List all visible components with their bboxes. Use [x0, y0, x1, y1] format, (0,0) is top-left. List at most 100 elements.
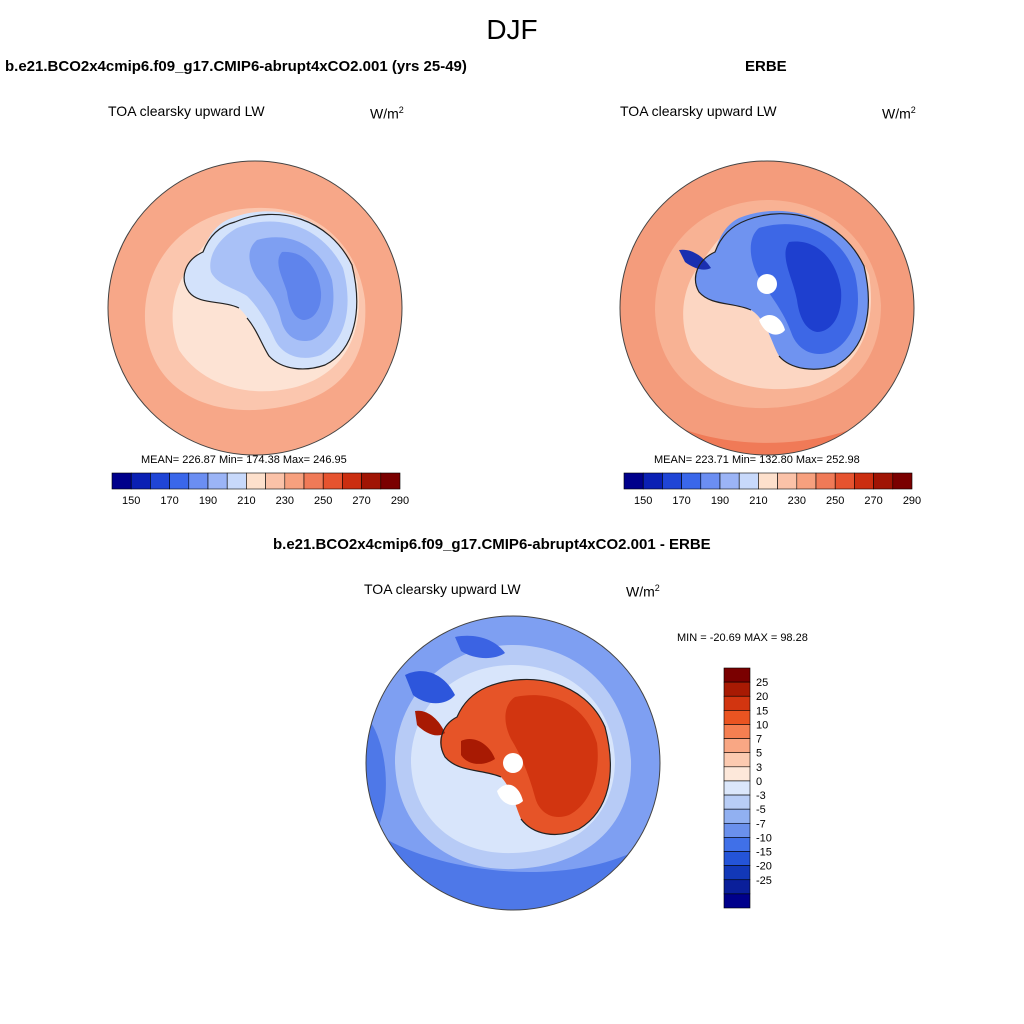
right-panel-title: ERBE: [745, 58, 787, 75]
right-colorbar-swatch: [777, 472, 798, 490]
diff-colorbar-tick-label: -25: [756, 875, 772, 887]
diff-colorbar-tick-label: 25: [756, 677, 768, 689]
right-colorbar-tick-label: 190: [711, 495, 729, 507]
right-variable-label: TOA clearsky upward LW: [620, 103, 777, 119]
diff-colorbar-swatch: [723, 851, 751, 866]
diff-variable-label: TOA clearsky upward LW: [364, 581, 521, 597]
right-colorbar-swatch: [662, 472, 682, 490]
diff-colorbar-swatch: [723, 752, 751, 768]
diff-colorbar-swatch: [723, 710, 751, 725]
diff-peninsula: [415, 710, 445, 736]
right-colorbar-swatch: [796, 472, 817, 490]
right-colorbar-swatch: [854, 472, 874, 490]
diff-colorbar-tick-label: -7: [756, 818, 766, 830]
right-colorbar-swatch: [642, 472, 663, 490]
right-colorbar-swatch: [815, 472, 836, 490]
diff-colorbar-swatch: [723, 667, 751, 683]
left-colorbar-swatch: [207, 472, 228, 490]
diff-colorbar-tick-label: 7: [756, 734, 762, 746]
left-colorbar-swatch: [130, 472, 151, 490]
right-stats: MEAN= 223.71 Min= 132.80 Max= 252.98: [654, 454, 860, 466]
right-colorbar-swatch: [681, 472, 702, 490]
left-colorbar-tick-label: 270: [352, 495, 370, 507]
right-colorbar-swatch: [623, 472, 644, 490]
left-colorbar-swatch: [226, 472, 247, 490]
left-colorbar-tick-label: 290: [391, 495, 409, 507]
left-units-label: W/m2: [370, 105, 404, 122]
diff-panel-title: b.e21.BCO2x4cmip6.f09_g17.CMIP6-abrupt4x…: [273, 536, 711, 553]
right-colorbar-tick-label: 250: [826, 495, 844, 507]
diff-colorbar-swatch: [723, 837, 751, 852]
left-colorbar-swatch: [380, 472, 401, 490]
left-stats: MEAN= 226.87 Min= 174.38 Max= 246.95: [141, 454, 347, 466]
right-colorbar-swatch: [834, 472, 855, 490]
right-coastline: [694, 213, 869, 370]
diff-colorbar-tick-label: 0: [756, 776, 762, 788]
diff-colorbar-swatch: [723, 808, 751, 824]
left-colorbar-swatch: [150, 472, 170, 490]
diff-colorbar-swatch: [723, 893, 751, 909]
right-colorbar-tick-label: 210: [749, 495, 767, 507]
left-colorbar-tick-label: 230: [276, 495, 294, 507]
diff-colorbar-swatch: [723, 724, 751, 739]
right-colorbar-swatch: [892, 472, 913, 490]
diff-coastline: [440, 678, 611, 836]
diff-colorbar-swatch: [723, 766, 751, 782]
diff-data-gap: [497, 784, 523, 806]
left-colorbar-tick-label: 250: [314, 495, 332, 507]
right-colorbar-tick-label: 270: [864, 495, 882, 507]
left-colorbar-swatch: [111, 472, 132, 490]
left-colorbar-swatch: [246, 472, 266, 490]
left-polar-map: [107, 160, 403, 456]
left-colorbar-swatch: [284, 472, 305, 490]
right-pole-hole: [757, 274, 777, 294]
right-colorbar-swatch: [700, 472, 721, 490]
right-data-gap: [759, 315, 785, 335]
diff-colorbar-tick-label: 5: [756, 748, 762, 760]
diff-colorbar-tick-label: -3: [756, 790, 766, 802]
right-colorbar-swatch: [873, 472, 894, 490]
diff-polar-map: [365, 615, 661, 911]
right-colorbar-tick-label: 150: [634, 495, 652, 507]
right-colorbar-swatch: [719, 472, 740, 490]
left-antarctica-core: [278, 251, 322, 320]
left-colorbar-tick-label: 210: [237, 495, 255, 507]
right-antarctica-core: [785, 241, 842, 332]
right-peninsula: [679, 249, 711, 270]
left-variable-label: TOA clearsky upward LW: [108, 103, 265, 119]
left-colorbar-tick-label: 150: [122, 495, 140, 507]
diff-blue-patch-nw: [405, 671, 455, 704]
right-polar-map: [619, 160, 915, 456]
diff-blue-patch-n: [455, 635, 505, 659]
diff-colorbar-swatch: [723, 738, 751, 754]
diff-colorbar-tick-label: 15: [756, 705, 768, 717]
diff-colorbar: 25 20 15 10 7 5 3 0 -3 -5 -7 -10 -15 -20 -25: [723, 667, 772, 909]
diff-colorbar-tick-label: -10: [756, 832, 772, 844]
diff-colorbar-tick-label: -5: [756, 804, 766, 816]
season-title: DJF: [486, 14, 538, 45]
diff-colorbar-swatch: [723, 794, 751, 810]
right-colorbar-tick-label: 290: [903, 495, 921, 507]
diff-colorbar-swatch: [723, 780, 751, 796]
left-colorbar: 150 170 190 210 230 250 270 290: [111, 472, 409, 507]
diff-colorbar-tick-label: 20: [756, 691, 768, 703]
right-colorbar: 150 170 190 210 230 250 270 290: [623, 472, 921, 507]
diff-colorbar-swatch: [723, 879, 751, 895]
diff-antarctica-hottest: [461, 739, 495, 764]
right-colorbar-tick-label: 170: [672, 495, 690, 507]
left-colorbar-swatch: [342, 472, 362, 490]
left-colorbar-swatch: [188, 472, 209, 490]
diff-colorbar-tick-label: -15: [756, 847, 772, 859]
diff-colorbar-tick-label: 10: [756, 719, 768, 731]
left-panel-title: b.e21.BCO2x4cmip6.f09_g17.CMIP6-abrupt4x…: [5, 58, 467, 75]
diff-colorbar-swatch: [723, 695, 751, 711]
diff-colorbar-tick-label: -20: [756, 861, 772, 873]
right-units-label: W/m2: [882, 105, 916, 122]
left-colorbar-tick-label: 190: [199, 495, 217, 507]
diff-colorbar-swatch: [723, 822, 751, 838]
left-colorbar-swatch: [265, 472, 286, 490]
left-coastline: [183, 213, 358, 370]
left-colorbar-swatch: [361, 472, 382, 490]
right-colorbar-swatch: [738, 472, 759, 490]
diff-colorbar-swatch: [723, 681, 751, 697]
